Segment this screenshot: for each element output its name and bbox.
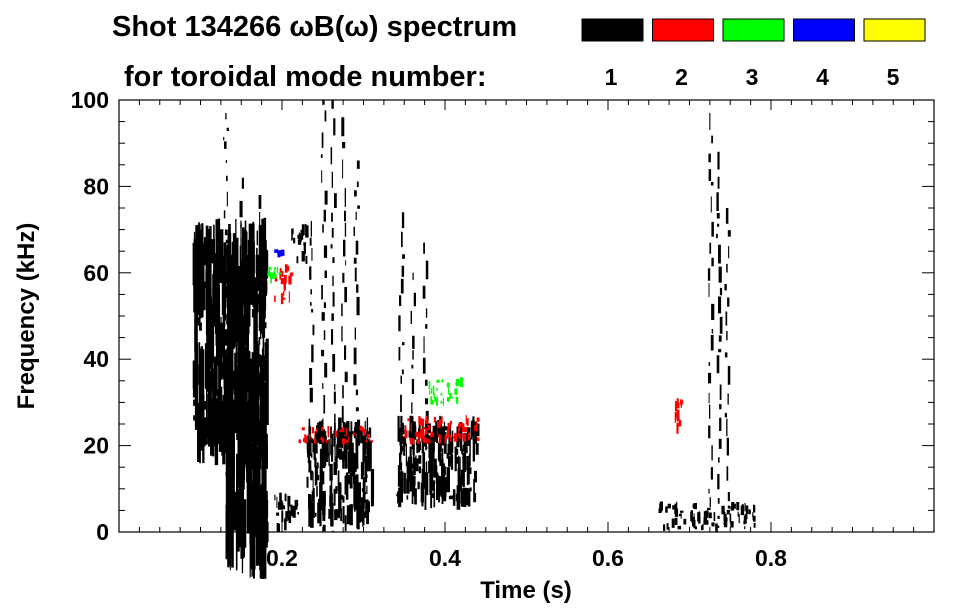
legend: 1 2 3 4 5 <box>581 18 926 90</box>
mode-1-streak-13 <box>724 208 731 511</box>
y-axis: 0 20 40 60 80 100 <box>71 87 934 545</box>
y-tick-label: 0 <box>96 519 109 545</box>
y-axis-label: Frequency (kHz) <box>13 223 40 410</box>
x-tick-label: 0.6 <box>592 545 624 571</box>
mode-1-streak-7 <box>353 160 360 511</box>
mode-1-streak-5 <box>330 100 337 532</box>
x-tick-label: 0.2 <box>266 545 298 571</box>
x-axis-label: Time (s) <box>480 577 572 604</box>
mode-2-region-1 <box>298 425 373 445</box>
y-tick-label: 40 <box>83 346 109 372</box>
mode-1-region-0 <box>192 218 228 466</box>
mode-4-region-0 <box>274 249 285 258</box>
mode-1-streak-2 <box>255 195 262 511</box>
y-tick-label: 60 <box>83 260 109 286</box>
legend-swatch-5 <box>863 18 926 42</box>
mode-3-region-0 <box>267 266 282 284</box>
spectrogram-marks <box>192 100 756 579</box>
legend-swatch-4 <box>793 18 855 42</box>
y-tick-label: 20 <box>83 433 109 459</box>
series-mode-3 <box>267 266 464 406</box>
mode-1-region-1 <box>225 217 269 579</box>
mode-1-region-4 <box>306 417 375 530</box>
mode-2-region-0 <box>274 264 294 305</box>
series-mode-1 <box>192 100 756 579</box>
legend-label-2: 2 <box>675 64 688 90</box>
legend-label-5: 5 <box>887 64 900 90</box>
y-tick-label: 80 <box>83 173 109 199</box>
mode-2-region-3 <box>674 398 684 434</box>
mode-1-region-3 <box>291 224 309 264</box>
mode-1-streak-0 <box>223 113 230 444</box>
mode-1-streak-11 <box>707 113 715 508</box>
x-tick-label: 0.4 <box>429 545 461 571</box>
series-mode-4 <box>274 249 285 258</box>
legend-swatch-2 <box>652 18 714 42</box>
mode-1-streak-4 <box>320 100 328 532</box>
mode-1-region-2 <box>274 492 299 533</box>
mode-1-streak-10 <box>422 242 429 489</box>
chart-title-line2: for toroidal mode number: <box>124 61 487 93</box>
legend-swatch-1 <box>581 18 644 42</box>
legend-label-1: 1 <box>605 64 618 90</box>
series-mode-2 <box>274 264 684 445</box>
mode-1-region-6 <box>658 501 756 532</box>
x-tick-label: 0.8 <box>755 545 787 571</box>
legend-label-4: 4 <box>816 64 829 90</box>
mode-3-region-1 <box>428 377 464 406</box>
y-tick-label: 100 <box>71 87 109 113</box>
mode-2-region-2 <box>404 415 480 445</box>
mode-1-streak-9 <box>410 272 417 489</box>
mode-1-streak-12 <box>716 151 723 504</box>
chart-title-line1: Shot 134266 ωB(ω) spectrum <box>112 11 517 43</box>
mode-1-region-5 <box>396 415 480 510</box>
x-axis: 0.2 0.4 0.6 0.8 <box>118 100 935 571</box>
legend-swatch-3 <box>722 18 785 42</box>
mode-1-streak-1 <box>239 177 246 533</box>
mode-1-streak-3 <box>309 221 315 403</box>
legend-label-3: 3 <box>746 64 759 90</box>
mode-1-streak-6 <box>341 117 348 532</box>
mode-1-streak-8 <box>398 212 405 489</box>
